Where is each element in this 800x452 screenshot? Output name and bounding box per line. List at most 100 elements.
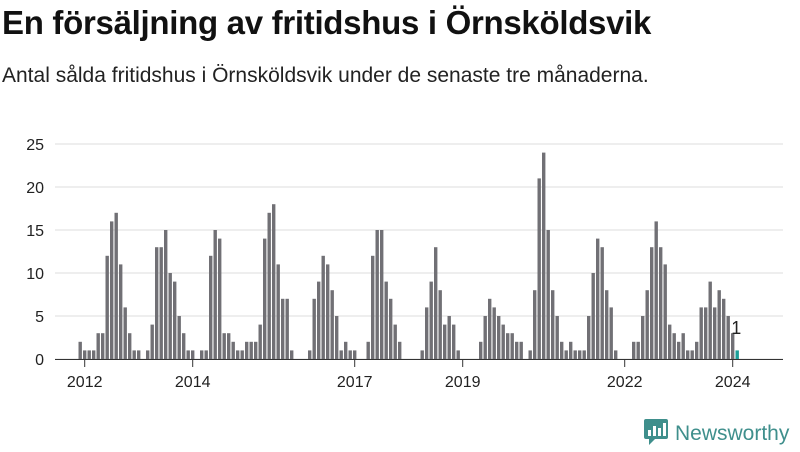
bar (425, 307, 429, 359)
bar (258, 324, 262, 359)
bar (551, 290, 555, 359)
bar (506, 333, 510, 359)
bar (650, 247, 654, 359)
bar-chart: 0 5 10 15 20 25 2012 2014 2017 2019 2022 2024 1 (26, 137, 783, 391)
bar (191, 350, 195, 359)
bar (519, 341, 523, 359)
bar (654, 221, 658, 359)
y-tick-label: 10 (26, 266, 44, 283)
chart-subtitle: Antal sålda fritidshus i Örnsköldsvik un… (2, 64, 649, 87)
bar (704, 307, 708, 359)
bar (578, 350, 582, 359)
bar (371, 255, 375, 359)
bar (177, 316, 181, 359)
bar (560, 341, 564, 359)
x-tick-label: 2019 (445, 374, 481, 391)
bar (375, 230, 379, 359)
bar (245, 341, 249, 359)
bar (492, 307, 496, 359)
bar (695, 341, 699, 359)
bar (150, 324, 154, 359)
bar (249, 341, 253, 359)
bar (429, 281, 433, 359)
bar-latest (735, 350, 739, 359)
bar (447, 316, 451, 359)
bar (717, 290, 721, 359)
bar (600, 247, 604, 359)
bar (605, 290, 609, 359)
bar (186, 350, 190, 359)
bar (123, 307, 127, 359)
bar (105, 255, 109, 359)
bar (101, 333, 105, 359)
bar (366, 341, 370, 359)
bar (587, 316, 591, 359)
bar (114, 212, 118, 359)
bar (380, 230, 384, 359)
bar (438, 290, 442, 359)
bar (173, 281, 177, 359)
bar (96, 333, 100, 359)
y-axis-ticks: 0 5 10 15 20 25 (26, 137, 44, 369)
bar (137, 350, 141, 359)
bar (488, 298, 492, 359)
bar (128, 333, 132, 359)
x-tick-label: 2012 (67, 374, 103, 391)
bar (510, 333, 514, 359)
y-tick-label: 15 (26, 223, 44, 240)
bar (452, 324, 456, 359)
bar (713, 307, 717, 359)
bar (641, 316, 645, 359)
data-labels: 1 (731, 318, 741, 338)
bar (159, 247, 163, 359)
bar (276, 264, 280, 359)
bar (78, 341, 82, 359)
bar (92, 350, 96, 359)
last-value-label: 1 (731, 318, 741, 338)
bar (317, 281, 321, 359)
bar (672, 333, 676, 359)
bar (645, 290, 649, 359)
bar (384, 281, 388, 359)
bar (182, 333, 186, 359)
bar (87, 350, 91, 359)
bar (146, 350, 150, 359)
x-tick-label: 2024 (715, 374, 751, 391)
bar (110, 221, 114, 359)
bar (321, 255, 325, 359)
bar (479, 341, 483, 359)
bar (546, 230, 550, 359)
bar (267, 212, 271, 359)
bar (555, 316, 559, 359)
bar (708, 281, 712, 359)
bar (443, 324, 447, 359)
x-tick-label: 2017 (337, 374, 373, 391)
bar (263, 238, 267, 359)
bar (155, 247, 159, 359)
bar (542, 152, 546, 359)
y-tick-label: 20 (26, 180, 44, 197)
bar (240, 350, 244, 359)
bar (731, 333, 735, 359)
bar (483, 316, 487, 359)
bar (281, 298, 285, 359)
bar (569, 341, 573, 359)
chart-title: En försäljning av fritidshus i Örnskölds… (2, 4, 652, 41)
bar (218, 238, 222, 359)
bar (420, 350, 424, 359)
bar (272, 204, 276, 359)
bar (668, 324, 672, 359)
bar (231, 341, 235, 359)
bar (335, 316, 339, 359)
bar (609, 307, 613, 359)
bar (398, 341, 402, 359)
bar (168, 273, 172, 359)
bar (497, 316, 501, 359)
bar (254, 341, 258, 359)
bar (537, 178, 541, 359)
newsworthy-logo-icon (643, 417, 669, 452)
bar (591, 273, 595, 359)
bar (515, 341, 519, 359)
bar (213, 230, 217, 359)
bar (227, 333, 231, 359)
